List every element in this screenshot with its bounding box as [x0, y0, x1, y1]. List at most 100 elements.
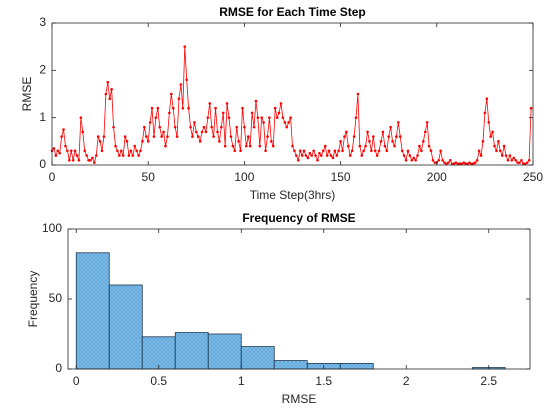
x-tick-label: 150: [331, 170, 351, 184]
data-point: [146, 140, 150, 143]
data-point: [94, 154, 98, 157]
x-tick-label: 0.5: [150, 374, 167, 388]
data-point: [131, 154, 135, 157]
y-tick-label: 2: [39, 63, 46, 77]
data-point: [100, 149, 104, 153]
histogram-bar: [339, 362, 374, 370]
data-point: [493, 144, 496, 148]
data-point: [68, 158, 71, 162]
data-point: [314, 154, 317, 157]
data-point: [358, 144, 362, 148]
data-point: [56, 149, 60, 153]
data-point: [181, 106, 185, 110]
data-point: [422, 140, 425, 143]
data-point: [116, 149, 119, 153]
data-point: [264, 149, 267, 153]
data-point: [150, 106, 154, 110]
data-point: [427, 144, 431, 148]
data-point: [310, 154, 314, 157]
data-point: [114, 144, 117, 148]
data-point: [135, 149, 138, 153]
data-point: [83, 149, 87, 153]
data-point: [52, 147, 56, 150]
data-point: [252, 125, 256, 129]
data-point: [189, 125, 192, 129]
data-point: [225, 102, 229, 105]
x-tick-label: 2: [403, 374, 410, 388]
data-point: [325, 154, 329, 157]
data-point: [350, 149, 354, 153]
data-point: [323, 144, 327, 148]
data-point: [327, 149, 331, 153]
data-point: [241, 106, 244, 110]
data-point: [300, 154, 304, 157]
data-point: [162, 130, 165, 134]
x-tick-label: 2.5: [480, 374, 497, 388]
data-point: [398, 135, 402, 138]
data-point: [54, 154, 58, 157]
data-point: [270, 140, 273, 143]
histogram-bar: [141, 336, 176, 370]
data-point: [473, 161, 477, 164]
data-point: [433, 161, 437, 164]
data-point: [362, 149, 365, 153]
data-point: [368, 140, 371, 143]
y-axis-label: RMSE: [20, 77, 34, 112]
data-point: [87, 158, 90, 162]
data-point: [316, 158, 319, 162]
data-point: [287, 121, 290, 124]
data-point: [193, 121, 196, 124]
data-point: [495, 149, 498, 153]
data-point: [173, 125, 177, 129]
data-point: [212, 135, 215, 138]
data-point: [472, 162, 475, 165]
data-point: [110, 87, 113, 91]
data-point: [483, 111, 487, 115]
data-point: [62, 128, 65, 131]
data-point: [377, 149, 381, 153]
data-point: [198, 140, 202, 143]
data-point: [516, 161, 519, 164]
data-point: [296, 158, 300, 162]
data-point: [93, 161, 96, 164]
data-point: [279, 102, 283, 105]
data-point: [239, 149, 242, 153]
data-point: [320, 154, 323, 157]
x-tick-label: 250: [523, 170, 543, 184]
data-point: [196, 135, 200, 138]
data-point: [160, 135, 163, 138]
data-point: [381, 130, 385, 134]
data-point: [423, 130, 427, 134]
data-point: [429, 149, 433, 153]
data-point: [221, 111, 225, 115]
y-tick-label: 3: [39, 15, 46, 29]
data-point: [127, 154, 131, 157]
data-point: [462, 161, 466, 164]
data-point: [154, 116, 158, 119]
data-point: [402, 154, 406, 157]
data-point: [318, 151, 321, 155]
data-point: [529, 106, 533, 110]
data-point: [420, 149, 423, 153]
data-point: [498, 149, 502, 153]
data-point: [208, 102, 212, 105]
data-point: [345, 130, 348, 134]
data-point: [343, 135, 346, 138]
x-axis-label: Time Step(3hrs): [250, 188, 336, 202]
data-point: [133, 144, 137, 148]
x-tick-label: 0: [49, 170, 56, 184]
y-axis-label: Frequency: [26, 271, 40, 328]
data-point: [395, 135, 398, 138]
data-point: [520, 158, 523, 162]
data-point: [468, 161, 471, 164]
data-point: [348, 154, 352, 157]
data-point: [266, 135, 269, 138]
histogram-bar: [240, 346, 275, 370]
data-point: [295, 154, 298, 157]
data-point: [137, 154, 140, 157]
data-point: [218, 140, 221, 143]
data-point: [185, 78, 188, 82]
data-point: [237, 140, 240, 143]
x-tick-label: 200: [427, 170, 447, 184]
data-point: [202, 125, 206, 129]
